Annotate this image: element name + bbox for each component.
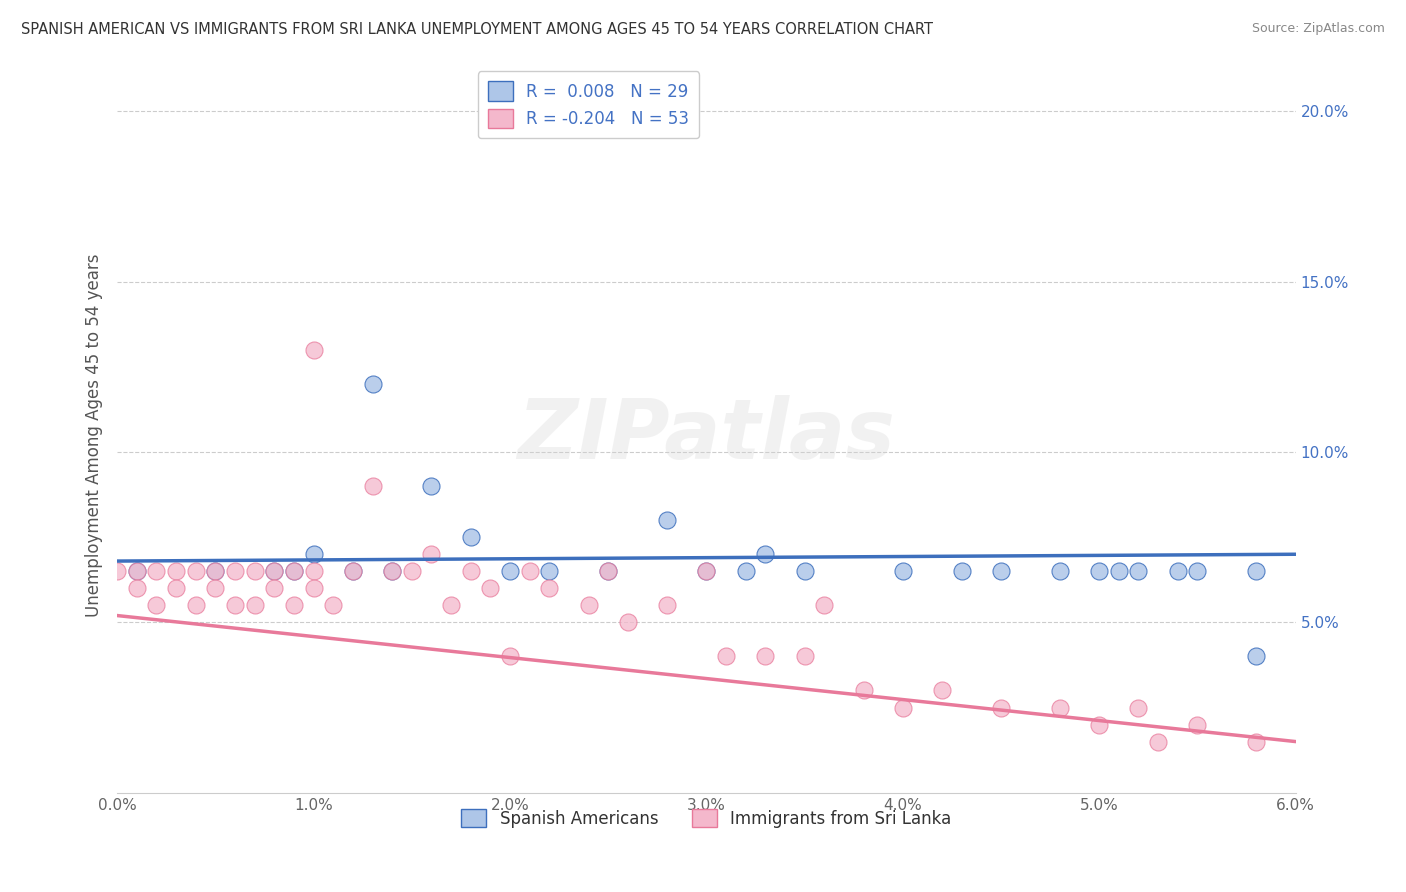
Point	[1187, 564, 1209, 578]
Point	[263, 564, 285, 578]
Point	[1246, 564, 1268, 578]
Point	[283, 564, 305, 578]
Point	[125, 564, 148, 578]
Point	[204, 564, 226, 578]
Point	[734, 564, 756, 578]
Point	[1128, 564, 1150, 578]
Point	[440, 599, 463, 613]
Point	[342, 564, 364, 578]
Point	[617, 615, 640, 630]
Text: Source: ZipAtlas.com: Source: ZipAtlas.com	[1251, 22, 1385, 36]
Point	[381, 564, 404, 578]
Point	[302, 564, 325, 578]
Point	[302, 343, 325, 357]
Text: ZIPatlas: ZIPatlas	[517, 394, 896, 475]
Point	[931, 683, 953, 698]
Point	[1088, 564, 1111, 578]
Point	[283, 564, 305, 578]
Point	[950, 564, 973, 578]
Point	[381, 564, 404, 578]
Point	[990, 700, 1012, 714]
Point	[1167, 564, 1189, 578]
Point	[460, 564, 482, 578]
Point	[695, 564, 717, 578]
Point	[1246, 649, 1268, 664]
Point	[145, 564, 167, 578]
Point	[302, 547, 325, 561]
Point	[460, 530, 482, 544]
Point	[184, 599, 207, 613]
Point	[361, 479, 384, 493]
Point	[1128, 700, 1150, 714]
Point	[891, 700, 914, 714]
Text: SPANISH AMERICAN VS IMMIGRANTS FROM SRI LANKA UNEMPLOYMENT AMONG AGES 45 TO 54 Y: SPANISH AMERICAN VS IMMIGRANTS FROM SRI …	[21, 22, 934, 37]
Point	[538, 582, 561, 596]
Point	[578, 599, 600, 613]
Point	[204, 582, 226, 596]
Point	[401, 564, 423, 578]
Point	[1088, 717, 1111, 731]
Point	[754, 547, 776, 561]
Point	[793, 564, 815, 578]
Point	[1246, 734, 1268, 748]
Point	[655, 599, 678, 613]
Point	[479, 582, 502, 596]
Point	[695, 564, 717, 578]
Point	[204, 564, 226, 578]
Point	[813, 599, 835, 613]
Point	[342, 564, 364, 578]
Point	[105, 564, 128, 578]
Point	[793, 649, 815, 664]
Point	[165, 564, 187, 578]
Point	[499, 564, 522, 578]
Point	[184, 564, 207, 578]
Point	[519, 564, 541, 578]
Point	[1147, 734, 1170, 748]
Point	[322, 599, 344, 613]
Point	[165, 582, 187, 596]
Point	[243, 564, 266, 578]
Point	[655, 513, 678, 527]
Point	[361, 376, 384, 391]
Point	[420, 547, 443, 561]
Point	[891, 564, 914, 578]
Point	[145, 599, 167, 613]
Point	[283, 599, 305, 613]
Point	[538, 564, 561, 578]
Point	[990, 564, 1012, 578]
Point	[302, 582, 325, 596]
Point	[125, 582, 148, 596]
Point	[598, 564, 620, 578]
Legend: Spanish Americans, Immigrants from Sri Lanka: Spanish Americans, Immigrants from Sri L…	[454, 803, 957, 834]
Point	[1187, 717, 1209, 731]
Point	[1049, 564, 1071, 578]
Point	[263, 582, 285, 596]
Y-axis label: Unemployment Among Ages 45 to 54 years: Unemployment Among Ages 45 to 54 years	[86, 253, 103, 616]
Point	[714, 649, 737, 664]
Point	[224, 564, 246, 578]
Point	[754, 649, 776, 664]
Point	[420, 479, 443, 493]
Point	[852, 683, 875, 698]
Point	[1049, 700, 1071, 714]
Point	[1108, 564, 1130, 578]
Point	[263, 564, 285, 578]
Point	[499, 649, 522, 664]
Point	[243, 599, 266, 613]
Point	[125, 564, 148, 578]
Point	[598, 564, 620, 578]
Point	[224, 599, 246, 613]
